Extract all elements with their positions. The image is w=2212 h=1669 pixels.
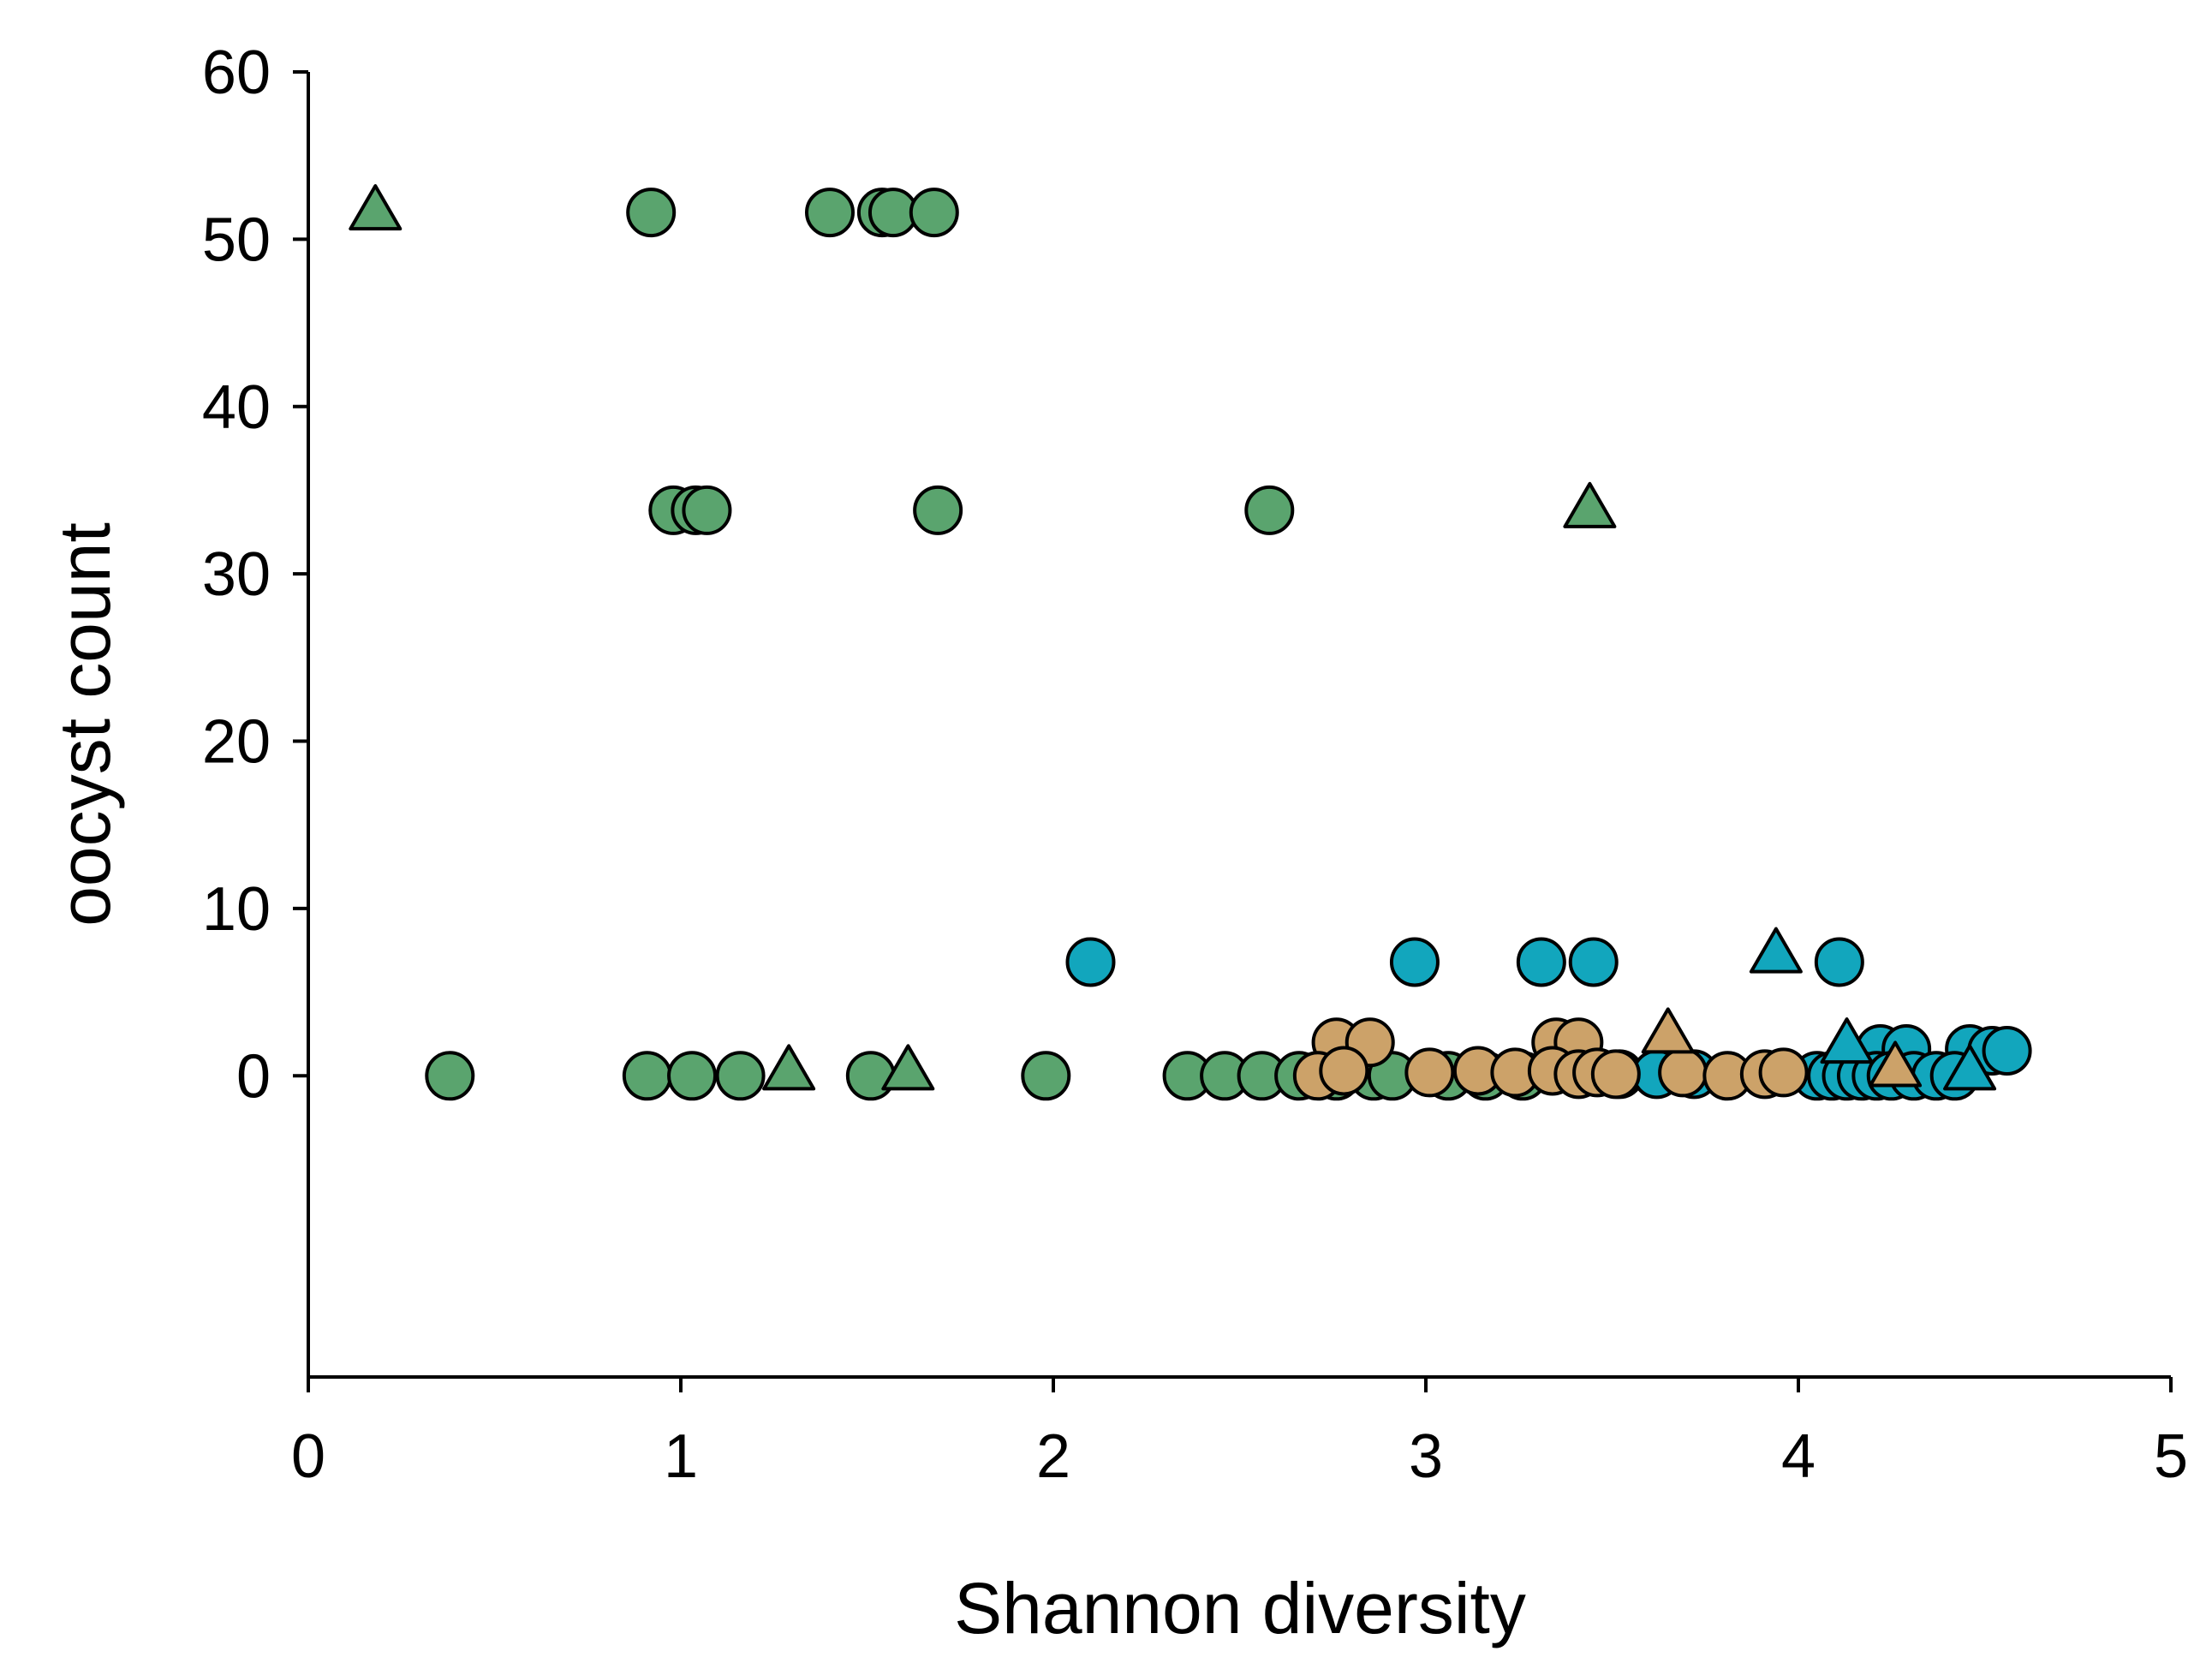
data-point-circle — [622, 1051, 672, 1101]
y-tick-label: 50 — [202, 206, 271, 274]
data-point-triangle — [762, 1044, 816, 1091]
data-point-triangle — [1820, 1017, 1874, 1064]
y-tick-label: 30 — [202, 540, 271, 609]
data-point-circle — [1658, 1047, 1708, 1098]
data-point-circle — [626, 188, 677, 238]
data-point-circle — [1568, 937, 1619, 987]
data-point-triangle — [1563, 481, 1617, 528]
data-point-circle — [1404, 1047, 1455, 1098]
y-tick-label: 40 — [202, 373, 271, 442]
data-point-circle — [913, 485, 963, 535]
data-point-triangle — [1749, 927, 1803, 974]
data-point-circle — [1982, 1026, 2032, 1076]
axes: 0 1 2 3 4 5 0 10 20 30 40 50 60 — [202, 39, 2188, 1491]
y-ticks: 0 10 20 30 40 50 60 — [202, 39, 308, 1111]
data-point-circle — [1814, 937, 1864, 987]
data-point-circle — [1021, 1051, 1071, 1101]
data-point-triangle — [1943, 1044, 1997, 1091]
y-tick-label: 10 — [202, 875, 271, 944]
data-point-circle — [1590, 1049, 1641, 1100]
data-point-circle — [1389, 937, 1440, 987]
data-point-circle — [1758, 1047, 1809, 1098]
x-tick-label: 1 — [664, 1422, 698, 1491]
data-point-circle — [682, 485, 732, 535]
x-tick-label: 2 — [1036, 1422, 1070, 1491]
data-point-circle — [425, 1051, 475, 1101]
data-point-triangle — [349, 184, 402, 231]
series-green-triangle — [349, 184, 1617, 1091]
data-point-circle — [805, 188, 855, 238]
data-point-circle — [715, 1051, 766, 1101]
x-axis-title: Shannon diversity — [954, 1568, 1526, 1648]
x-tick-label: 0 — [291, 1422, 325, 1491]
y-axis-title: oocyst count — [45, 522, 125, 927]
x-tick-label: 4 — [1781, 1422, 1816, 1491]
x-ticks: 0 1 2 3 4 5 — [291, 1377, 2188, 1491]
y-tick-label: 0 — [236, 1042, 271, 1111]
series-tan-circle — [1292, 1017, 1809, 1101]
data-point-circle — [909, 188, 959, 238]
data-point-triangle — [881, 1044, 935, 1091]
data-markers — [349, 184, 2032, 1101]
data-point-circle — [845, 1051, 896, 1101]
data-point-circle — [1244, 485, 1295, 535]
y-tick-label: 60 — [202, 39, 271, 107]
data-point-triangle — [1869, 1040, 1923, 1088]
series-tan-triangle — [1641, 1007, 1923, 1088]
series-blue-triangle — [1749, 927, 1997, 1091]
x-tick-label: 3 — [1409, 1422, 1443, 1491]
data-point-circle — [1319, 1046, 1369, 1096]
y-tick-label: 20 — [202, 708, 271, 777]
data-point-circle — [667, 1051, 718, 1101]
data-point-triangle — [1641, 1007, 1695, 1054]
x-tick-label: 5 — [2154, 1422, 2188, 1491]
data-point-circle — [1516, 937, 1566, 987]
series-green-circle — [425, 188, 1548, 1101]
data-point-circle — [1065, 937, 1116, 987]
